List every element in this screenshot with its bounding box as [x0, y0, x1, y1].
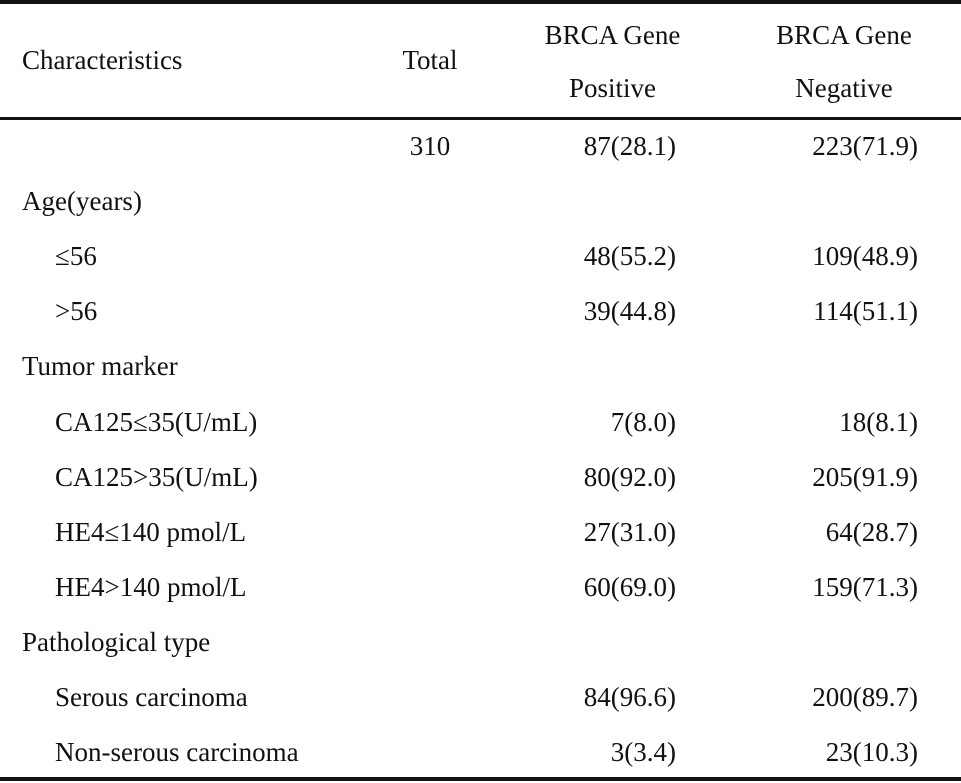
bottom-rule [0, 777, 961, 781]
header-negative-line1: BRCA Gene [776, 20, 912, 50]
cell-positive: 60(69.0) [583, 572, 676, 602]
section-tumor-marker: Tumor marker [22, 351, 178, 381]
cell-positive: 80(92.0) [583, 462, 676, 492]
row-label: HE4>140 pmol/L [55, 572, 247, 602]
row-label: CA125≤35(U/mL) [55, 407, 258, 437]
cell-positive: 48(55.2) [583, 241, 676, 271]
header-total: Total [402, 45, 458, 75]
cell-positive: 27(31.0) [583, 517, 676, 547]
row-label: Non-serous carcinoma [55, 737, 299, 767]
cell-positive: 84(96.6) [583, 682, 676, 712]
header-positive-line2: Positive [568, 73, 656, 103]
section-age: Age(years) [22, 186, 142, 216]
section-pathological-type: Pathological type [22, 627, 211, 657]
cell-negative: 205(91.9) [812, 462, 918, 492]
cell-positive: 3(3.4) [610, 737, 676, 767]
header-positive-line1: BRCA Gene [544, 20, 681, 50]
cell-negative: 223(71.9) [812, 131, 918, 161]
row-label: ≤56 [55, 241, 97, 271]
header-characteristics: Characteristics [22, 45, 183, 75]
row-label: CA125>35(U/mL) [55, 462, 258, 492]
total-count: 310 [409, 131, 451, 161]
cell-negative: 23(10.3) [825, 737, 918, 767]
cell-positive: 7(8.0) [610, 407, 676, 437]
cell-positive: 39(44.8) [583, 296, 676, 326]
cell-negative: 114(51.1) [813, 296, 918, 326]
header-negative-line2: Negative [795, 73, 893, 103]
cell-negative: 18(8.1) [839, 407, 918, 437]
row-label: Serous carcinoma [55, 682, 248, 712]
top-rule [0, 0, 961, 4]
row-label: HE4≤140 pmol/L [55, 517, 247, 547]
cell-negative: 64(28.7) [825, 517, 918, 547]
header-rule [0, 117, 961, 120]
cell-negative: 200(89.7) [812, 682, 918, 712]
cell-negative: 109(48.9) [812, 241, 918, 271]
cell-negative: 159(71.3) [812, 572, 918, 602]
row-label: >56 [55, 296, 98, 326]
cell-positive: 87(28.1) [583, 131, 676, 161]
